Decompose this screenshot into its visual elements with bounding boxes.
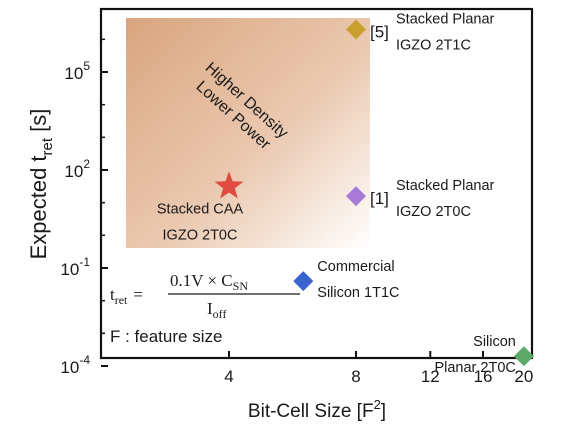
point-ref-label: [5]	[370, 23, 389, 42]
formula-lhs: tret =	[110, 285, 143, 307]
point-diamond-marker	[513, 346, 534, 367]
point-label-line1: Commercial	[317, 259, 394, 275]
point-label-line2: Planar 2T0C	[434, 360, 515, 376]
point-label-line1: Stacked Planar	[396, 12, 495, 28]
point-diamond-marker	[346, 19, 366, 40]
x-axis-title: Bit-Cell Size [F2]	[248, 397, 386, 422]
highlight-region	[126, 18, 370, 248]
x-tick-label: 20	[514, 367, 533, 386]
point-label-line2: IGZO 2T0C	[163, 227, 238, 243]
point-label-line1: Stacked Planar	[396, 178, 495, 194]
point-diamond-marker	[346, 186, 366, 207]
y-tick-label: 105	[64, 59, 90, 83]
point-label-line2: IGZO 2T1C	[396, 38, 471, 54]
y-axis: 105 102 10-1 10-4	[60, 38, 108, 377]
x-tick-label: 16	[474, 367, 493, 386]
feature-size-note: F : feature size	[110, 327, 222, 346]
x-tick-label: 4	[224, 367, 233, 386]
x-tick-label: 12	[421, 367, 440, 386]
x-tick-label: 8	[351, 367, 360, 386]
y-tick-label: 102	[64, 157, 90, 181]
point-label-line1: Silicon	[473, 334, 516, 350]
y-axis-title: Expected tret [s]	[26, 109, 56, 260]
point-ref-label: [1]	[370, 189, 389, 208]
data-points: Stacked CAA IGZO 2T0C [5] Stacked Planar IGZ…	[157, 12, 534, 376]
formula: tret = 0.1V × CSN Ioff	[110, 271, 300, 321]
x-axis: 4 8 12 16 20	[224, 351, 533, 386]
point-star-marker	[214, 171, 244, 199]
formula-numerator: 0.1V × CSN	[170, 271, 248, 293]
point-label-line2: Silicon 1T1C	[317, 285, 399, 301]
point-label-line1: Stacked CAA	[157, 201, 244, 217]
point-label-line2: IGZO 2T0C	[396, 204, 471, 220]
plot-frame	[99, 7, 534, 360]
formula-denominator: Ioff	[207, 299, 226, 321]
y-tick-label: 10-4	[60, 353, 90, 377]
y-tick-label: 10-1	[60, 255, 90, 279]
point-diamond-marker	[293, 271, 314, 292]
